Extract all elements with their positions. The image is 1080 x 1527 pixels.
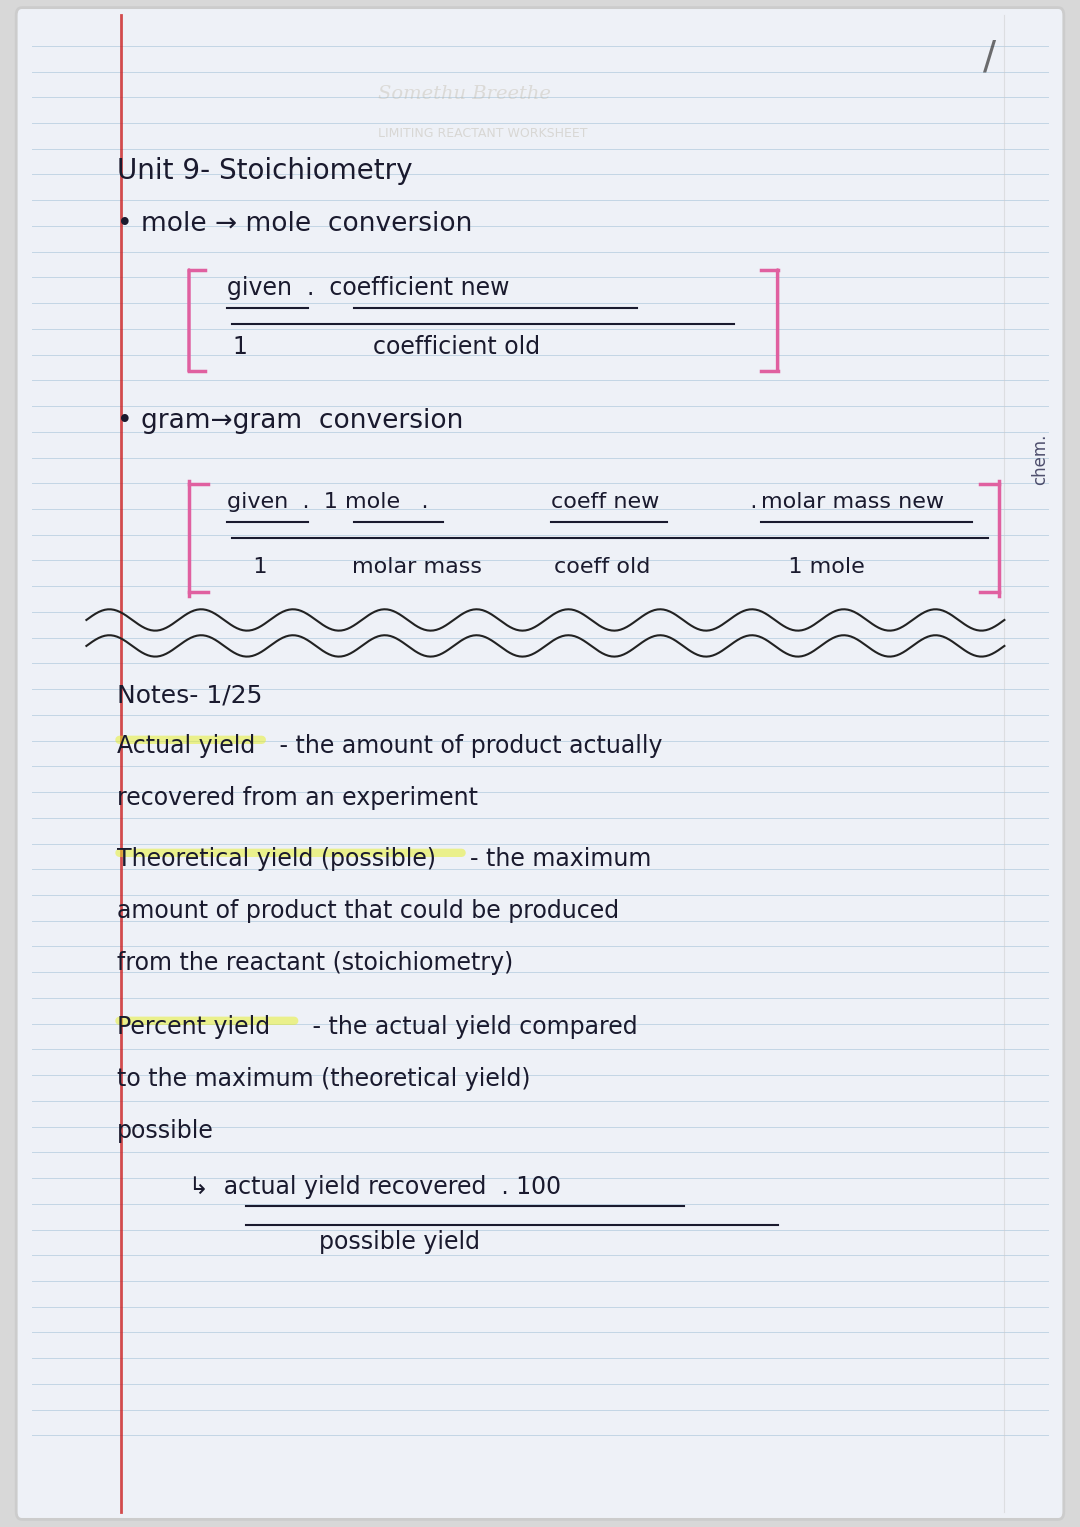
Text: Actual yield: Actual yield bbox=[117, 734, 255, 757]
Text: coeff new: coeff new bbox=[551, 493, 659, 513]
Text: .: . bbox=[729, 493, 757, 513]
Text: given  .  coefficient new: given . coefficient new bbox=[227, 276, 510, 299]
Text: 1: 1 bbox=[232, 336, 247, 359]
Text: molar mass new: molar mass new bbox=[761, 493, 945, 513]
Text: LIMITING REACTANT WORKSHEET: LIMITING REACTANT WORKSHEET bbox=[378, 127, 588, 140]
Text: given  .  1 mole   .: given . 1 mole . bbox=[227, 493, 429, 513]
Text: Percent yield: Percent yield bbox=[117, 1015, 270, 1038]
Text: - the actual yield compared: - the actual yield compared bbox=[305, 1015, 637, 1038]
Text: • gram→gram  conversion: • gram→gram conversion bbox=[117, 408, 463, 434]
Text: Theoretical yield (possible): Theoretical yield (possible) bbox=[117, 847, 435, 870]
Text: - the amount of product actually: - the amount of product actually bbox=[272, 734, 663, 757]
Text: Notes- 1/25: Notes- 1/25 bbox=[117, 684, 262, 707]
Text: /: / bbox=[983, 38, 996, 76]
Text: recovered from an experiment: recovered from an experiment bbox=[117, 786, 477, 809]
Text: coefficient old: coefficient old bbox=[373, 336, 540, 359]
Text: - the maximum: - the maximum bbox=[470, 847, 651, 870]
Text: molar mass: molar mass bbox=[352, 557, 482, 577]
Text: amount of product that could be produced: amount of product that could be produced bbox=[117, 899, 619, 922]
Text: possible yield: possible yield bbox=[319, 1231, 480, 1254]
Text: from the reactant (stoichiometry): from the reactant (stoichiometry) bbox=[117, 951, 513, 974]
Text: possible: possible bbox=[117, 1119, 214, 1142]
Text: Unit 9- Stoichiometry: Unit 9- Stoichiometry bbox=[117, 157, 413, 185]
Text: to the maximum (theoretical yield): to the maximum (theoretical yield) bbox=[117, 1067, 530, 1090]
Text: chem.: chem. bbox=[1031, 434, 1050, 486]
Text: 1: 1 bbox=[232, 557, 268, 577]
Text: Somethu Breethe: Somethu Breethe bbox=[378, 86, 551, 104]
Text: 1 mole: 1 mole bbox=[767, 557, 865, 577]
Text: • mole → mole  conversion: • mole → mole conversion bbox=[117, 211, 472, 237]
Text: coeff old: coeff old bbox=[554, 557, 650, 577]
FancyBboxPatch shape bbox=[16, 8, 1064, 1519]
Text: ↳  actual yield recovered  . 100: ↳ actual yield recovered . 100 bbox=[189, 1176, 562, 1199]
